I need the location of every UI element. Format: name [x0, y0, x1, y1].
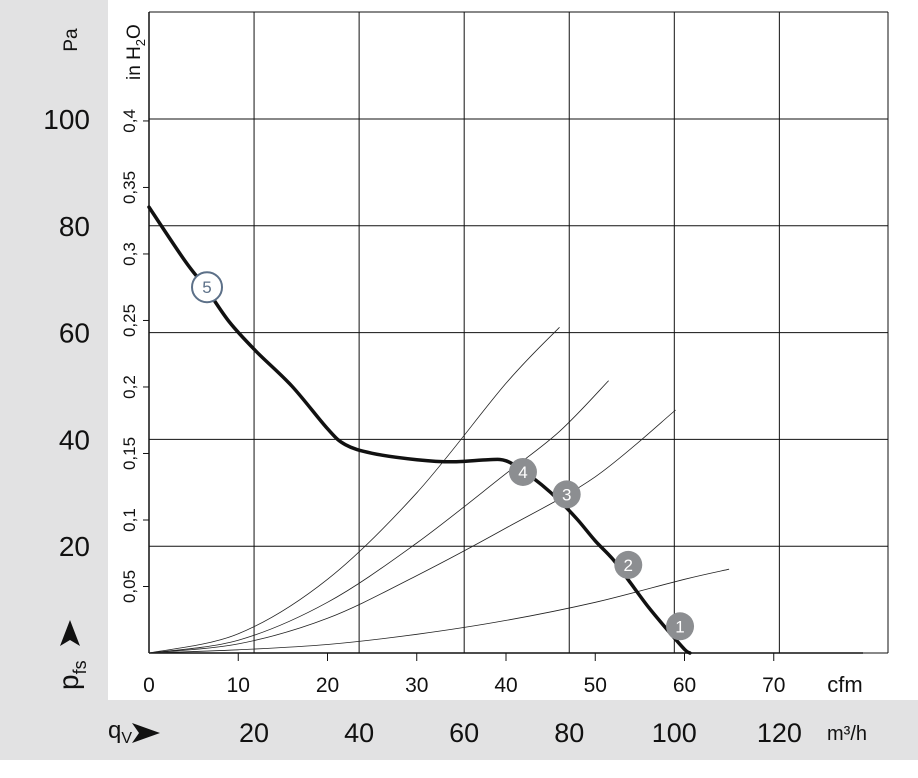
y-quantity-symbol: pfs	[53, 660, 90, 690]
tick-label-cfm: 70	[762, 674, 785, 697]
marker-label: 2	[624, 556, 633, 575]
marker-label: 1	[675, 617, 684, 636]
x-arrow-icon	[132, 723, 160, 743]
left-panel	[0, 0, 108, 700]
x-unit-cfm: cfm	[827, 672, 862, 697]
marker-4: 4	[508, 457, 537, 486]
tick-label-m3h: 20	[239, 718, 269, 748]
y-arrow-icon	[60, 620, 80, 646]
system-curve-1	[148, 568, 730, 654]
marker-label: 5	[202, 278, 211, 297]
tick-label-m3h: 40	[344, 718, 374, 748]
tick-label-inh2o: 0,3	[120, 242, 139, 266]
system-curve-3	[148, 380, 609, 654]
tick-label-inh2o: 0,15	[120, 437, 139, 470]
tick-label-inh2o: 0,2	[120, 375, 139, 399]
tick-label-cfm: 20	[316, 674, 339, 697]
system-curve-4	[148, 327, 560, 654]
marker-label: 3	[562, 485, 571, 504]
x-unit-m3h: m³/h	[827, 723, 867, 745]
fan-curve-group	[147, 205, 692, 655]
tick-label-pa: 80	[59, 211, 90, 242]
tick-label-m3h: 60	[449, 718, 479, 748]
marker-circle	[614, 550, 643, 579]
x-quantity-symbol: qV	[108, 717, 132, 747]
tick-label-pa: 100	[43, 104, 90, 135]
system-curve-2	[148, 409, 676, 654]
tick-label-inh2o: 0,35	[120, 171, 139, 204]
tick-label-cfm: 40	[494, 674, 517, 697]
tick-label-cfm: 30	[405, 674, 428, 697]
marker-5: 5	[191, 271, 224, 304]
tick-label-cfm: 60	[673, 674, 696, 697]
marker-circle	[552, 480, 581, 509]
operating-point-markers: 1 2 3 4 5	[191, 271, 695, 641]
marker-2: 2	[614, 550, 643, 579]
tick-label-inh2o: 0,25	[120, 304, 139, 337]
bottom-panel	[0, 700, 918, 760]
tick-label-cfm: 10	[227, 674, 250, 697]
marker-1: 1	[666, 612, 695, 641]
fan-curve	[147, 205, 692, 655]
system-curves	[148, 327, 730, 654]
tick-label-m3h: 100	[652, 718, 697, 748]
marker-circle	[191, 271, 224, 304]
y-unit-pa: Pa	[61, 28, 82, 52]
marker-circle	[508, 457, 537, 486]
tick-label-m3h: 120	[757, 718, 802, 748]
tick-label-inh2o: 0,4	[120, 109, 139, 133]
grid-lines	[143, 11, 889, 661]
tick-label-cfm: 0	[143, 674, 155, 697]
tick-label-m3h: 80	[554, 718, 584, 748]
tick-label-pa: 40	[59, 424, 90, 455]
tick-label-pa: 60	[59, 318, 90, 349]
y-unit-inh2o: in H2O	[124, 24, 148, 80]
marker-circle	[666, 612, 695, 641]
tick-label-cfm: 50	[584, 674, 607, 697]
plot-background	[108, 0, 918, 700]
tick-label-pa: 20	[59, 531, 90, 562]
tick-label-inh2o: 0,05	[120, 570, 139, 603]
tick-label-inh2o: 0,1	[120, 508, 139, 532]
marker-3: 3	[552, 480, 581, 509]
marker-label: 4	[518, 463, 527, 482]
